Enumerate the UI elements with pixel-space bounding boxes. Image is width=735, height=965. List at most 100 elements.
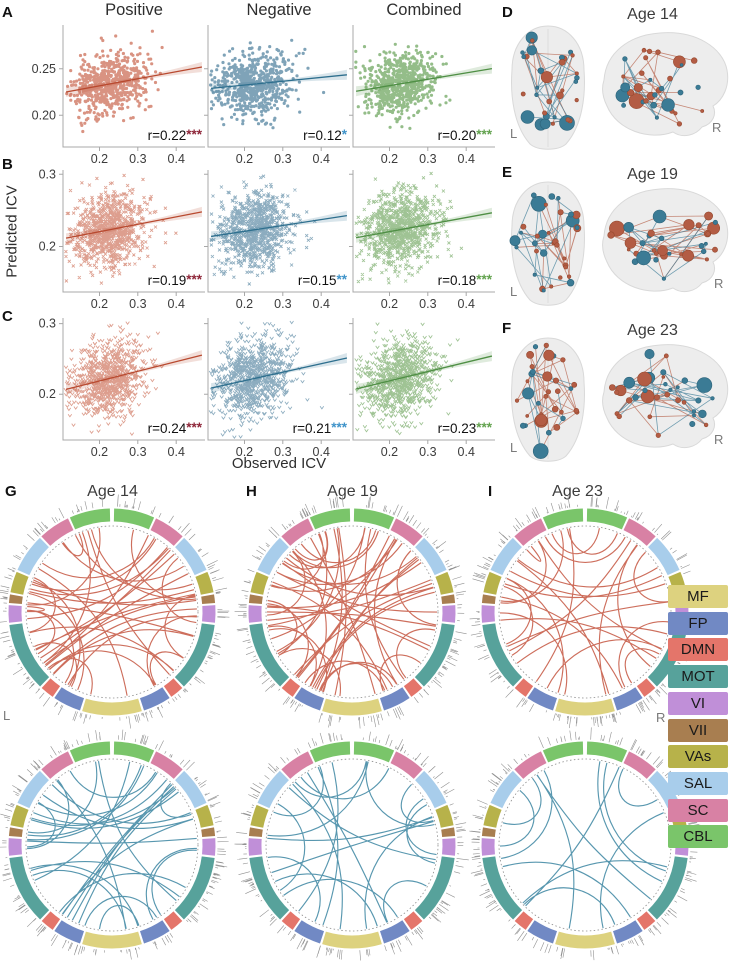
regression-line — [211, 74, 347, 90]
panel-letter-c: C — [2, 308, 13, 325]
network-segment-vas — [435, 571, 454, 595]
network-node — [545, 429, 552, 436]
network-segment-mot — [249, 623, 290, 687]
connection-chords — [26, 527, 197, 696]
correlation-label: r=0.22*** — [148, 127, 203, 143]
scatter-points — [354, 42, 452, 130]
legend-item-mf: MF — [668, 585, 728, 608]
network-node — [692, 413, 696, 418]
network-node — [543, 202, 548, 207]
regression-line — [65, 211, 203, 239]
axes — [59, 318, 205, 444]
network-node — [540, 71, 553, 84]
network-node — [573, 407, 580, 414]
network-node — [677, 89, 684, 96]
network-segment-mf — [584, 698, 615, 716]
network-node — [695, 84, 701, 90]
network-segment-sal — [414, 537, 447, 576]
network-node — [647, 229, 655, 237]
connection-chords — [26, 761, 197, 930]
network-segment-mf — [111, 698, 142, 716]
network-node — [695, 222, 702, 229]
network-node — [532, 272, 537, 277]
scatter-points — [208, 320, 325, 439]
network-node — [623, 376, 635, 389]
connection-chords — [499, 761, 668, 929]
correlation-label: r=0.23*** — [438, 420, 493, 436]
network-segment-cbl — [309, 741, 351, 763]
network-segment-cbl — [586, 508, 628, 530]
circos-title-age14: Age 14 — [87, 483, 138, 500]
network-node — [552, 115, 557, 120]
network-segment-sc — [390, 751, 423, 779]
network-node — [639, 70, 645, 76]
inner-dotted-ring — [498, 758, 672, 932]
legend-item-vii: VII — [668, 718, 728, 742]
axes — [204, 170, 350, 296]
network-node — [653, 394, 660, 401]
network-node — [673, 111, 678, 116]
legend-item-vi: VI — [668, 691, 728, 715]
network-segment-vii — [201, 594, 216, 605]
network-node — [652, 209, 667, 224]
column-title-combined: Combined — [386, 1, 462, 19]
network-node — [632, 394, 639, 401]
network-segment-vas — [195, 804, 214, 828]
left-hemisphere-label: L — [510, 284, 518, 299]
inner-dotted-ring — [25, 525, 199, 699]
network-node — [565, 117, 571, 123]
network-segment-fp — [139, 687, 170, 711]
network-segment-cbl — [353, 508, 395, 530]
network-segment-dmn — [636, 911, 656, 930]
network-segment-vi — [202, 838, 216, 856]
network-segment-vii — [8, 594, 23, 605]
chord-diagram-positive-0 — [0, 494, 230, 729]
network-segment-sal — [174, 537, 207, 576]
network-node — [566, 278, 575, 287]
network-node — [691, 57, 698, 64]
network-segment-vas — [250, 571, 269, 595]
circos-title-age23: Age 23 — [552, 483, 603, 500]
network-node — [566, 274, 572, 279]
network-node — [646, 48, 653, 55]
outer-tick-marks — [469, 727, 702, 961]
network-node — [710, 396, 715, 401]
network-node — [621, 103, 626, 108]
network-segment-fp — [612, 920, 643, 944]
network-segment-mf — [555, 698, 586, 716]
y-tick-label: 0.2 — [39, 240, 56, 254]
x-tick-label: 0.4 — [458, 152, 475, 166]
x-tick-label: 0.4 — [313, 297, 330, 311]
x-tick-label: 0.2 — [381, 152, 398, 166]
network-segment-mot — [174, 623, 215, 687]
network-node — [651, 248, 657, 253]
scatter-plot-C-negative: 0.2 0.3 0.4 r=0.21*** — [204, 318, 350, 459]
outer-tick-marks — [234, 494, 467, 729]
network-node — [655, 432, 661, 438]
network-segment-vas — [250, 804, 269, 828]
network-segment-sc — [514, 518, 547, 546]
network-node — [546, 98, 553, 105]
scatter-plot-A-negative: 0.2 0.3 0.4 r=0.12* — [204, 25, 350, 166]
network-node — [704, 257, 709, 262]
legend-item-mot: MOT — [668, 665, 728, 689]
scatter-points — [209, 38, 326, 130]
x-tick-label: 0.3 — [274, 445, 291, 459]
network-node — [563, 264, 568, 270]
network-segment-cbl — [353, 741, 395, 763]
network-node — [534, 233, 540, 239]
correlation-label: r=0.18*** — [438, 272, 493, 288]
network-segment-vii — [8, 827, 23, 838]
network-segment-dmn — [281, 678, 301, 697]
x-tick-label: 0.3 — [129, 297, 146, 311]
left-hemisphere-label: L — [510, 440, 518, 455]
network-node — [558, 58, 566, 66]
network-segment-dmn — [636, 678, 656, 697]
network-node — [574, 225, 580, 231]
network-node — [698, 243, 705, 249]
y-tick-label: 0.3 — [39, 167, 56, 181]
network-segment-mf — [584, 931, 615, 949]
network-node — [543, 394, 549, 399]
network-segment-fp — [527, 687, 558, 711]
network-node — [691, 409, 697, 414]
